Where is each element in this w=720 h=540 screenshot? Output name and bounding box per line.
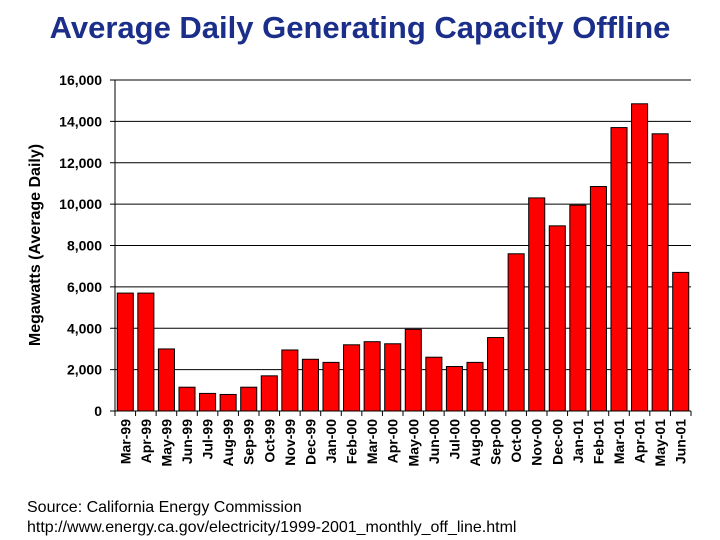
axes — [110, 79, 692, 416]
bar-jul-00 — [445, 366, 463, 412]
y-tick-labels: 0 2,000 4,000 6,000 8,000 10,000 12,000 14,000 1… — [59, 72, 102, 419]
x-tick-label: Jun-00 — [426, 419, 442, 464]
x-tick-label: Aug-00 — [467, 419, 483, 467]
x-tick-label: Feb-00 — [344, 419, 360, 464]
bar-aug-00 — [466, 361, 484, 412]
bar-apr-00 — [384, 343, 402, 412]
y-tick-label: 0 — [94, 403, 102, 419]
x-tick-label: Sep-99 — [241, 419, 257, 465]
x-tick-labels: Mar-99 Apr-99 May-99 Jun-99 Jul-99 Aug-99 Sep-… — [117, 419, 688, 467]
source-url: http://www.energy.ca.gov/electricity/199… — [27, 519, 517, 536]
x-tick-label: May-01 — [652, 419, 668, 467]
y-tick-label: 6,000 — [67, 279, 102, 295]
y-tick-label: 8,000 — [67, 238, 102, 254]
y-tick-label: 16,000 — [59, 72, 102, 88]
bar-apr-99 — [137, 292, 155, 412]
bar-may-00 — [404, 328, 422, 412]
x-tick-label: Nov-99 — [282, 419, 298, 466]
x-tick-label: Jan-01 — [570, 419, 586, 464]
bar-mar-01 — [610, 127, 628, 412]
x-tick-label: Sep-00 — [488, 419, 504, 465]
x-tick-label: Apr-99 — [138, 419, 154, 464]
bar-mar-00 — [363, 341, 381, 412]
bar-jun-00 — [425, 356, 443, 412]
bar-apr-01 — [631, 103, 649, 412]
y-axis-label: Megawatts (Average Daily) — [27, 144, 44, 346]
bar-sep-00 — [487, 337, 505, 412]
x-tick-label: May-99 — [158, 419, 174, 467]
x-tick-label: Oct-99 — [261, 419, 277, 463]
x-tick-label: Nov-00 — [529, 419, 545, 466]
x-tick-label: Oct-00 — [508, 419, 524, 463]
bar-mar-99 — [116, 292, 134, 412]
bar-nov-00 — [528, 197, 546, 412]
x-tick-label: Mar-00 — [364, 419, 380, 464]
y-tick-label: 4,000 — [67, 320, 102, 336]
x-tick-label: Jun-01 — [673, 419, 689, 464]
bar-sep-99 — [240, 386, 258, 412]
x-tick-label: Jul-99 — [200, 419, 216, 460]
bar-oct-00 — [507, 253, 525, 412]
bar-dec-00 — [548, 225, 566, 412]
bars — [116, 103, 690, 412]
x-tick-label: Mar-99 — [117, 419, 133, 464]
x-tick-label: Aug-99 — [220, 419, 236, 467]
gridlines — [115, 79, 691, 371]
chart-title: Average Daily Generating Capacity Offlin… — [49, 10, 671, 45]
x-tick-label: Feb-01 — [590, 419, 606, 464]
bar-jan-01 — [569, 204, 587, 412]
y-tick-label: 12,000 — [59, 155, 102, 171]
bar-may-99 — [157, 348, 175, 412]
bar-feb-01 — [589, 186, 607, 412]
source-line: Source: California Energy Commission — [27, 499, 302, 516]
x-tick-label: Dec-00 — [549, 419, 565, 465]
bar-oct-99 — [260, 375, 278, 412]
bar-may-01 — [651, 133, 669, 412]
bar-jan-00 — [322, 361, 340, 412]
x-tick-label: Mar-01 — [611, 419, 627, 464]
bar-nov-99 — [281, 349, 299, 412]
bar-feb-00 — [343, 344, 361, 412]
y-tick-label: 14,000 — [59, 113, 102, 129]
x-tick-label: Jun-99 — [179, 419, 195, 464]
x-tick-label: May-00 — [405, 419, 421, 467]
x-tick-label: Jul-00 — [446, 419, 462, 460]
x-tick-label: Apr-01 — [632, 419, 648, 464]
y-tick-label: 2,000 — [67, 362, 102, 378]
source-note: Source: California Energy Commission htt… — [27, 498, 516, 538]
bar-jun-01 — [672, 271, 690, 412]
bar-jul-99 — [199, 392, 217, 412]
x-tick-label: Dec-99 — [302, 419, 318, 465]
bar-aug-99 — [219, 393, 237, 412]
bar-jun-99 — [178, 386, 196, 412]
y-tick-label: 10,000 — [59, 196, 102, 212]
x-tick-label: Apr-00 — [385, 419, 401, 464]
x-tick-label: Jan-00 — [323, 419, 339, 464]
bar-dec-99 — [301, 358, 319, 412]
